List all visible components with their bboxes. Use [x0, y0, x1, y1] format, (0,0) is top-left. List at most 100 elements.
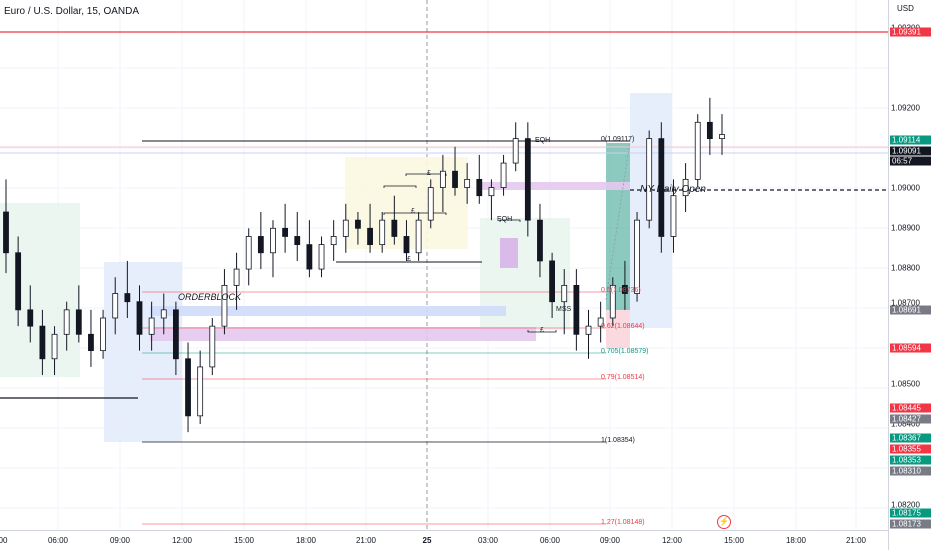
- candle[interactable]: [476, 154, 483, 204]
- candle-body: [634, 219, 640, 294]
- candle-body: [330, 236, 337, 246]
- price-tag: 1.09114: [890, 135, 931, 145]
- candle[interactable]: [415, 212, 422, 261]
- price-label: 1.08700: [891, 298, 920, 308]
- candle-body: [172, 309, 179, 360]
- candle[interactable]: [160, 293, 167, 335]
- candle[interactable]: [136, 285, 143, 351]
- candle[interactable]: [500, 154, 507, 196]
- candle[interactable]: [573, 269, 580, 351]
- candles[interactable]: [3, 97, 725, 433]
- candle[interactable]: [403, 220, 410, 261]
- candle[interactable]: [148, 301, 155, 351]
- candle-body: [294, 236, 301, 246]
- candle[interactable]: [634, 212, 640, 302]
- candle[interactable]: [88, 309, 94, 367]
- candle[interactable]: [51, 326, 58, 376]
- price-tag: 1.08310: [890, 466, 931, 476]
- candle[interactable]: [609, 277, 616, 327]
- candle[interactable]: [512, 122, 519, 172]
- chart-area[interactable]: Euro / U.S. Dollar, 15, OANDA ORDERBLOCK…: [0, 0, 888, 530]
- candle-body: [136, 301, 143, 335]
- candle-body: [160, 309, 167, 319]
- candle-body: [39, 325, 46, 360]
- candle[interactable]: [172, 301, 179, 376]
- candle[interactable]: [124, 260, 131, 318]
- price-axis[interactable]: USD 1.09300 1.09200 1.09000 1.08900 1.08…: [888, 0, 932, 550]
- candle[interactable]: [719, 114, 725, 155]
- fvg-band-purple-mid[interactable]: [500, 238, 518, 268]
- time-axis[interactable]: 00 06:00 09:00 12:00 15:00 18:00 21:00 2…: [0, 530, 888, 551]
- candle-body: [573, 284, 580, 335]
- candle[interactable]: [270, 220, 276, 278]
- candle-body: [282, 227, 289, 237]
- candle[interactable]: [488, 179, 495, 221]
- fib-label-1: 1(1.08354): [601, 437, 635, 444]
- candle[interactable]: [439, 154, 446, 212]
- candle[interactable]: [15, 236, 22, 327]
- eqh-label-mid: EQH: [497, 216, 513, 223]
- candle[interactable]: [427, 179, 434, 229]
- candle-body: [706, 121, 713, 140]
- fvg-band-purple[interactable]: [150, 327, 536, 341]
- candle[interactable]: [379, 212, 386, 253]
- candle[interactable]: [585, 309, 592, 359]
- time-label: 06:00: [47, 536, 69, 545]
- candle[interactable]: [622, 260, 628, 310]
- candle[interactable]: [257, 212, 264, 270]
- candle-body: [719, 134, 725, 140]
- price-tag-current: 1.09091: [890, 146, 931, 156]
- lightning-icon[interactable]: ⚡: [717, 515, 731, 529]
- candle[interactable]: [452, 146, 458, 196]
- candle[interactable]: [27, 285, 34, 343]
- time-label: 21:00: [845, 536, 867, 545]
- candle-body: [209, 325, 216, 368]
- candle[interactable]: [330, 220, 337, 261]
- candle[interactable]: [233, 252, 240, 310]
- candle[interactable]: [197, 350, 204, 424]
- candle[interactable]: [342, 203, 349, 253]
- candle[interactable]: [391, 195, 398, 245]
- candle[interactable]: [561, 269, 568, 335]
- candle-body: [197, 366, 204, 417]
- price-tag: 1.08355: [890, 444, 931, 454]
- candle[interactable]: [112, 277, 119, 335]
- candle[interactable]: [318, 236, 325, 278]
- candle[interactable]: [3, 179, 9, 274]
- candle[interactable]: [537, 203, 543, 278]
- price-chart[interactable]: [0, 0, 888, 530]
- orderblock-band-blue[interactable]: [150, 306, 506, 316]
- price-label: 1.08900: [891, 223, 920, 233]
- candle[interactable]: [367, 203, 373, 253]
- candle[interactable]: [646, 130, 653, 229]
- candle[interactable]: [355, 212, 361, 245]
- candle[interactable]: [682, 163, 689, 212]
- candle[interactable]: [75, 285, 82, 343]
- candle-body: [367, 227, 373, 246]
- price-label: 1.09200: [891, 103, 920, 113]
- candle[interactable]: [694, 114, 701, 188]
- candle-body: [233, 268, 240, 286]
- candle[interactable]: [39, 309, 46, 376]
- zone-teal[interactable]: [606, 143, 630, 310]
- candle[interactable]: [221, 269, 228, 335]
- candle[interactable]: [524, 122, 531, 237]
- candle[interactable]: [100, 309, 106, 359]
- candle[interactable]: [282, 203, 289, 253]
- candle-body: [476, 178, 483, 197]
- liq-mark-1: £: [427, 170, 431, 177]
- candle[interactable]: [209, 318, 216, 376]
- candle[interactable]: [597, 301, 604, 343]
- candle[interactable]: [245, 228, 252, 286]
- candle[interactable]: [706, 97, 713, 155]
- candle[interactable]: [294, 212, 301, 261]
- fvg-band-purple-top[interactable]: [480, 182, 630, 190]
- candle[interactable]: [185, 342, 191, 433]
- liq-mark-4: £: [540, 327, 544, 334]
- candle[interactable]: [464, 163, 471, 204]
- candle[interactable]: [549, 252, 556, 318]
- candle[interactable]: [306, 220, 313, 278]
- candle[interactable]: [670, 179, 677, 253]
- candle[interactable]: [658, 122, 665, 253]
- candle[interactable]: [63, 301, 70, 351]
